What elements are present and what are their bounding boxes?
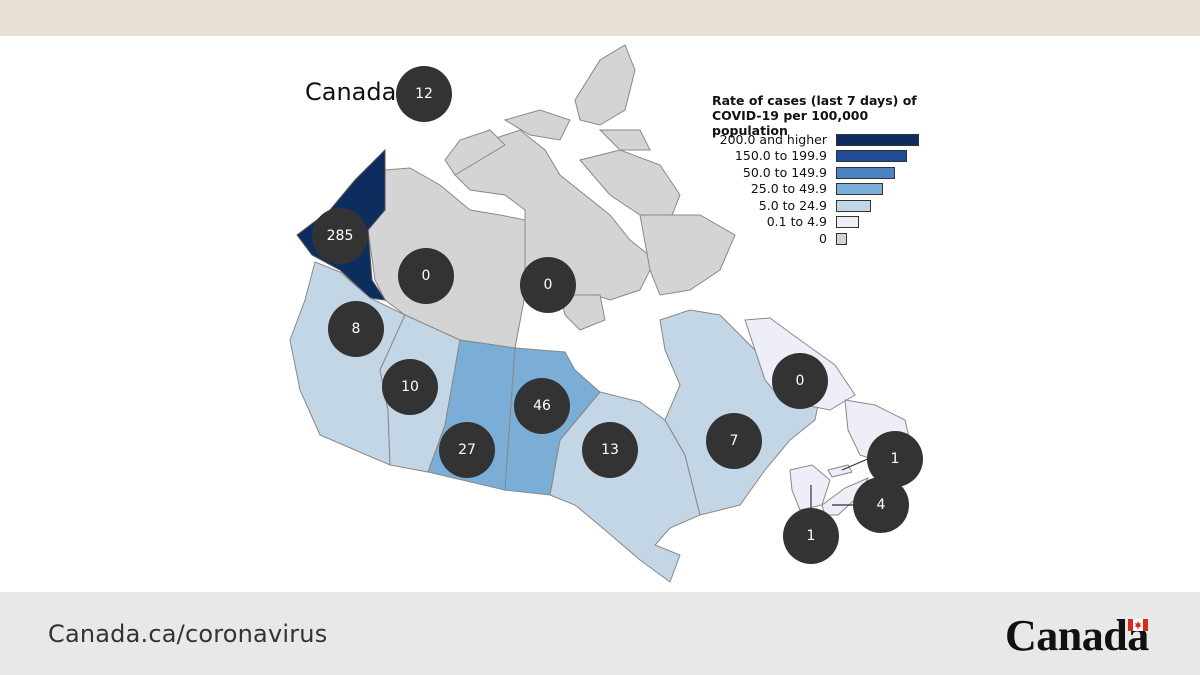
count-bubble-nunavut: 0 [520, 257, 576, 313]
count-bubble-manitoba: 46 [514, 378, 570, 434]
legend-swatch [836, 200, 871, 212]
legend-swatch [836, 167, 895, 179]
legend-label: 200.0 and higher [719, 132, 827, 147]
count-bubble-nova-scotia: 4 [853, 477, 909, 533]
legend-label: 5.0 to 24.9 [758, 198, 827, 213]
canada-wordmark: Canada [1005, 611, 1149, 660]
legend-swatch [836, 150, 907, 162]
legend-item: 0.1 to 4.9 [600, 214, 920, 230]
region-quebec [659, 309, 821, 516]
legend-item: 200.0 and higher [600, 132, 920, 148]
footer-url-link[interactable]: Canada.ca/coronavirus [48, 620, 328, 648]
legend-swatch [836, 134, 919, 146]
count-bubble-quebec: 7 [706, 413, 762, 469]
legend-label: 150.0 to 199.9 [734, 148, 827, 163]
leader-line-pei [841, 457, 871, 471]
legend-item: 25.0 to 49.9 [600, 181, 920, 197]
header-band [0, 0, 1200, 36]
legend-label: 0 [819, 231, 827, 246]
flag-icon [1128, 619, 1148, 631]
region-nunavut [444, 44, 736, 331]
legend-swatch [836, 233, 847, 245]
count-bubble-ontario: 13 [582, 422, 638, 478]
count-bubble-new-brunswick: 1 [783, 508, 839, 564]
count-bubble-british-columbia: 8 [328, 301, 384, 357]
legend-item: 0 [600, 231, 920, 247]
count-bubble-yukon: 285 [312, 208, 368, 264]
count-bubble-northwest-territories: 0 [398, 248, 454, 304]
legend-label: 50.0 to 149.9 [742, 165, 827, 180]
count-bubble-national: 12 [396, 66, 452, 122]
legend-title: Rate of cases (last 7 days) of COVID-19 … [712, 93, 917, 138]
map-title: Canada [305, 78, 397, 106]
legend-label: 25.0 to 49.9 [750, 181, 827, 196]
count-bubble-saskatchewan: 27 [439, 422, 495, 478]
legend-swatch [836, 216, 859, 228]
legend-item: 50.0 to 149.9 [600, 165, 920, 181]
legend-item: 5.0 to 24.9 [600, 198, 920, 214]
legend-label: 0.1 to 4.9 [766, 214, 827, 229]
legend-swatch [836, 183, 883, 195]
count-bubble-alberta: 10 [382, 359, 438, 415]
footer-band [0, 592, 1200, 675]
count-bubble-newfoundland-and-labrador: 0 [772, 353, 828, 409]
legend-item: 150.0 to 199.9 [600, 148, 920, 164]
